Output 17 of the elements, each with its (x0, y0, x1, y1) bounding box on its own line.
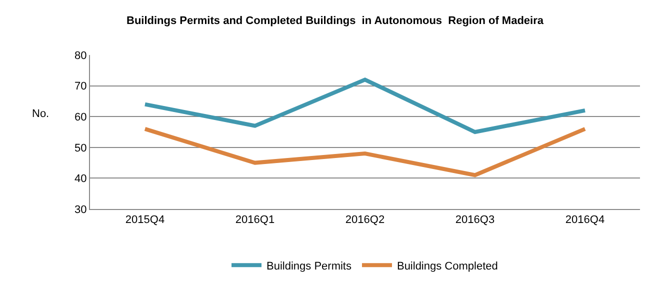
y-tick-label: 80 (74, 50, 87, 62)
y-axis-title: No. (32, 108, 50, 120)
x-tick-label: 2016Q1 (235, 214, 275, 226)
line-series (143, 126, 587, 178)
y-tick-label: 70 (74, 80, 87, 93)
x-tick-label: 2016Q2 (345, 214, 385, 226)
y-tick-label: 40 (74, 173, 87, 186)
y-tick-label: 60 (74, 111, 87, 124)
chart-title: Buildings Permits and Completed Buildings in Autonomous Region of Madeira (126, 15, 544, 28)
x-tick-label: 2015Q4 (125, 214, 165, 226)
y-tick-label: 50 (74, 142, 87, 154)
line-series (143, 78, 587, 134)
x-tick-label: 2016Q3 (455, 214, 495, 226)
x-tick-label: 2016Q4 (565, 214, 605, 226)
legend-label: Buildings Permits (266, 260, 352, 272)
legend-label: Buildings Completed (396, 260, 498, 272)
y-tick-label: 30 (74, 204, 87, 216)
